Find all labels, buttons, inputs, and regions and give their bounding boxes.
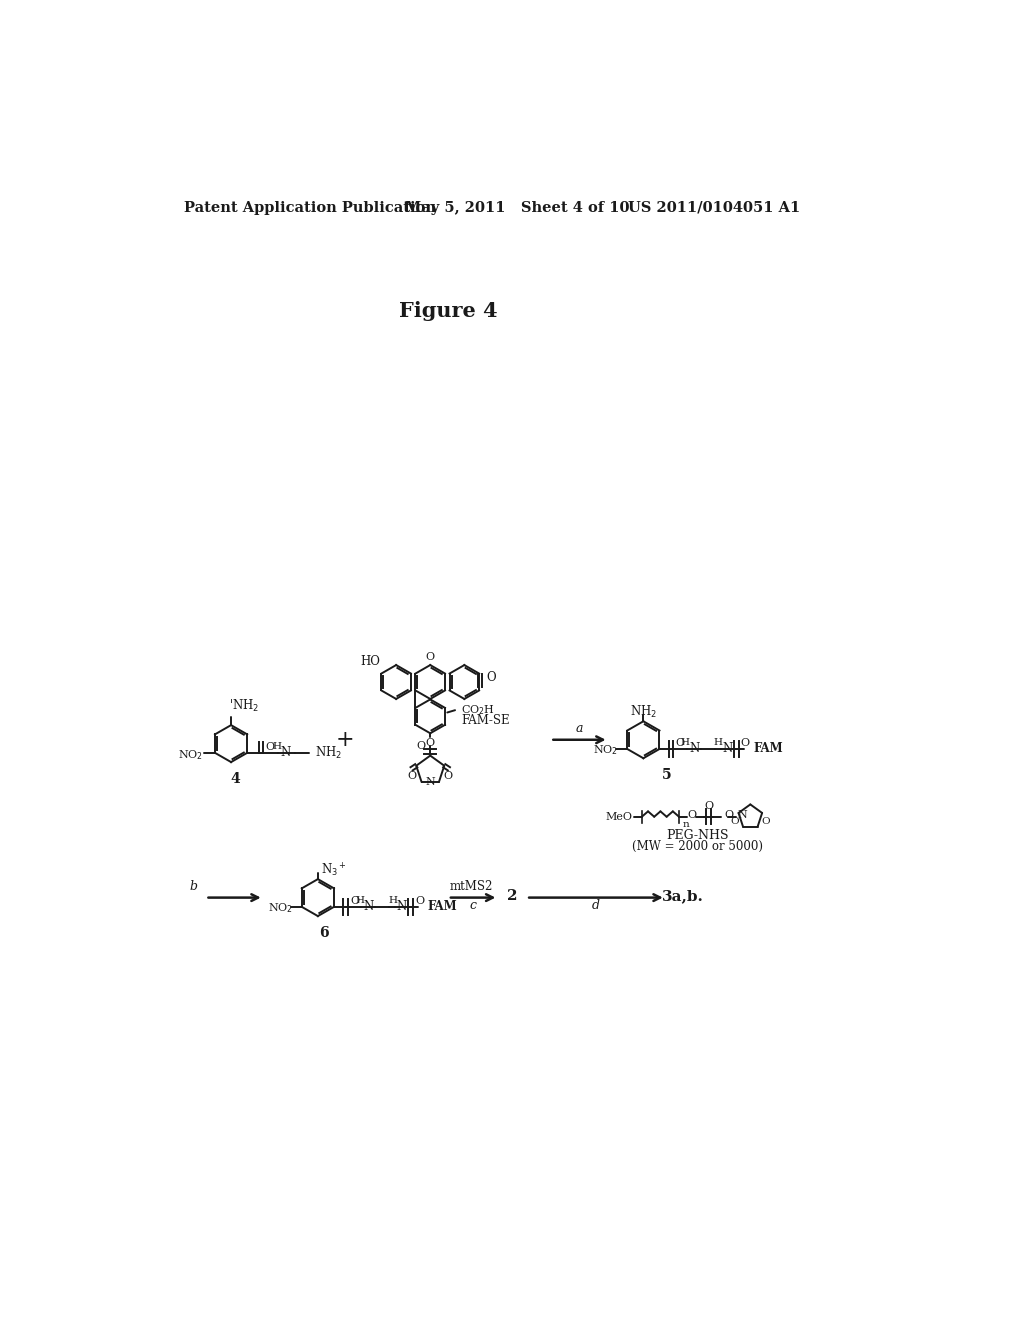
Text: 6: 6 [319,927,329,940]
Text: NH$_2$: NH$_2$ [630,704,657,721]
Text: O: O [426,738,435,747]
Text: NO$_2$: NO$_2$ [177,748,203,762]
Text: 5: 5 [662,768,672,783]
Text: N: N [364,899,374,912]
Text: O: O [408,771,417,781]
Text: H: H [714,738,723,747]
Text: H: H [272,742,282,751]
Text: H: H [355,896,365,906]
Text: b: b [189,880,198,894]
Text: (MW = 2000 or 5000): (MW = 2000 or 5000) [632,840,763,853]
Text: 2: 2 [507,890,517,903]
Text: NH$_2$: NH$_2$ [315,744,342,760]
Text: O: O [350,896,359,906]
Text: O: O [443,771,453,781]
Text: Patent Application Publication: Patent Application Publication [183,201,436,215]
Text: FAM: FAM [754,742,783,755]
Text: H: H [388,896,397,906]
Text: d: d [592,899,600,912]
Text: O: O [426,652,435,661]
Text: 'NH$_2$: 'NH$_2$ [228,698,259,714]
Text: PEG-NHS: PEG-NHS [667,829,729,842]
Text: Figure 4: Figure 4 [399,301,498,321]
Text: O: O [724,810,733,820]
Text: HO: HO [360,655,380,668]
Text: O: O [730,817,739,826]
Text: O: O [416,896,425,906]
Text: H: H [681,738,689,747]
Text: N$_3$$^+$: N$_3$$^+$ [321,861,347,879]
Text: FAM-SE: FAM-SE [461,714,510,727]
Text: US 2011/0104051 A1: US 2011/0104051 A1 [628,201,800,215]
Text: FAM: FAM [428,899,458,912]
Text: O: O [703,801,713,810]
Text: 4: 4 [230,772,240,785]
Text: a: a [575,722,584,735]
Text: CO$_2$H: CO$_2$H [461,704,496,717]
Text: N: N [738,810,748,820]
Text: 3a,b.: 3a,b. [662,890,703,903]
Text: O: O [417,741,426,751]
Text: MeO: MeO [605,812,633,822]
Text: May 5, 2011   Sheet 4 of 10: May 5, 2011 Sheet 4 of 10 [406,201,630,215]
Text: NO$_2$: NO$_2$ [267,902,293,915]
Text: N: N [722,742,732,755]
Text: N: N [281,746,291,759]
Text: NO$_2$: NO$_2$ [593,743,618,758]
Text: O: O [762,817,770,826]
Text: n: n [683,820,689,829]
Text: O: O [676,738,685,748]
Text: +: + [336,729,354,751]
Text: N: N [689,742,699,755]
Text: O: O [688,810,696,820]
Text: mtMS2: mtMS2 [450,880,494,894]
Text: O: O [486,671,496,684]
Text: c: c [470,899,476,912]
Text: N: N [425,776,435,787]
Text: O: O [265,742,274,752]
Text: N: N [396,899,407,912]
Text: O: O [740,738,750,748]
